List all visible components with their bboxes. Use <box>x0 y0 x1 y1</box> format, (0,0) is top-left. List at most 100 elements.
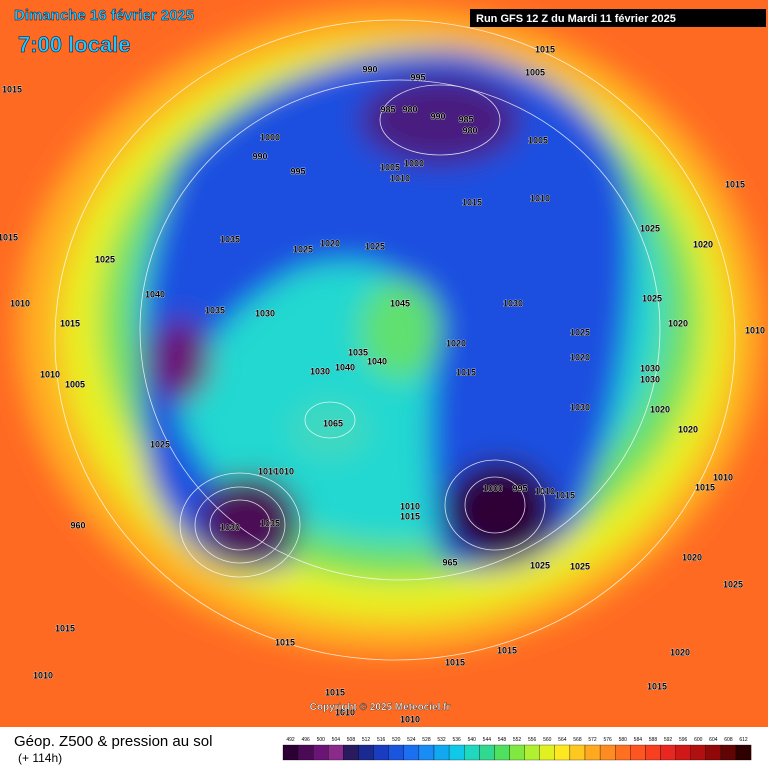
pressure-label: 1020 <box>570 352 590 362</box>
date-label: Dimanche 16 février 2025 <box>14 7 194 24</box>
scale-swatch <box>645 744 661 761</box>
scale-tick-label: 564 <box>558 737 567 743</box>
pressure-label: 1015 <box>60 318 80 328</box>
pressure-label: 1015 <box>2 84 22 94</box>
pressure-label: 980 <box>462 125 477 135</box>
pressure-label: 1030 <box>220 522 240 532</box>
pressure-label: 1010 <box>535 486 555 496</box>
pressure-label: 1025 <box>95 254 115 264</box>
scale-tick-label: 512 <box>362 737 371 743</box>
scale-swatch <box>720 744 737 761</box>
pressure-label: 1030 <box>640 363 660 373</box>
pressure-label: 1025 <box>640 223 660 233</box>
pressure-label: 1030 <box>503 298 523 308</box>
scale-tick-label: 592 <box>664 737 673 743</box>
scale-tick-label: 612 <box>739 737 748 743</box>
scale-tick-label: 520 <box>392 737 401 743</box>
pressure-label: 1025 <box>642 293 662 303</box>
pressure-label: 1025 <box>723 579 743 589</box>
pressure-label: 1015 <box>555 490 575 500</box>
pressure-label: 1045 <box>390 298 410 308</box>
scale-swatch <box>539 744 555 761</box>
run-label: Run GFS 12 Z du Mardi 11 février 2025 <box>476 13 676 25</box>
pressure-label: 1035 <box>205 305 225 315</box>
pressure-label: 1010 <box>390 173 410 183</box>
pressure-label: 1015 <box>695 482 715 492</box>
pressure-label: 1020 <box>682 552 702 562</box>
scale-swatch <box>599 744 616 761</box>
pressure-label: 1015 <box>0 232 18 242</box>
scale-swatch <box>524 744 540 761</box>
scale-swatch <box>448 744 465 761</box>
scale-tick-label: 580 <box>619 737 628 743</box>
pressure-label: 1040 <box>335 362 355 372</box>
scale-tick-label: 492 <box>286 737 295 743</box>
scale-swatch <box>418 744 435 761</box>
scale-tick-label: 600 <box>694 737 703 743</box>
scale-swatch <box>313 744 329 761</box>
scale-tick-label: 604 <box>709 737 718 743</box>
scale-swatch <box>615 744 631 761</box>
scale-swatch <box>464 744 480 761</box>
pressure-label: 1010 <box>33 670 53 680</box>
pressure-label: 965 <box>442 557 457 567</box>
scale-swatch <box>494 744 510 761</box>
pressure-label: 1040 <box>145 289 165 299</box>
run-banner <box>470 9 766 27</box>
scale-swatch <box>509 744 525 761</box>
scale-swatch <box>554 744 571 761</box>
scale-swatch <box>630 744 646 761</box>
pressure-label: 1020 <box>670 647 690 657</box>
copyright: Copyright © 2025 Meteociel.fr <box>310 702 451 713</box>
legend-title: Géop. Z500 & pression au sol <box>14 733 212 750</box>
pressure-label: 1010 <box>10 298 30 308</box>
scale-tick-label: 588 <box>649 737 658 743</box>
scale-tick-label: 560 <box>543 737 552 743</box>
pressure-label: 1015 <box>456 367 476 377</box>
legend-subtitle: (+ 114h) <box>18 751 62 765</box>
isobars <box>54 19 736 661</box>
scale-tick-label: 496 <box>301 737 310 743</box>
scale-tick-label: 516 <box>377 737 386 743</box>
pressure-label: 985 <box>458 114 473 124</box>
pressure-label: 1025 <box>150 439 170 449</box>
scale-swatch <box>328 744 344 761</box>
scale-tick-label: 528 <box>422 737 431 743</box>
scale-tick-label: 576 <box>603 737 612 743</box>
pressure-label: 1010 <box>258 466 278 476</box>
scale-swatch <box>675 744 691 761</box>
scale-tick-label: 536 <box>452 737 461 743</box>
scale-swatch <box>343 744 359 761</box>
scale-tick-label: 552 <box>513 737 522 743</box>
scale-swatch <box>690 744 706 761</box>
scale-swatch <box>373 744 389 761</box>
time-label: 7:00 locale <box>18 32 131 57</box>
pressure-label: 1035 <box>260 518 280 528</box>
scale-swatch <box>479 744 495 761</box>
pressure-label: 1000 <box>483 483 503 493</box>
pressure-label: 1015 <box>462 197 482 207</box>
pressure-label: 960 <box>70 520 85 530</box>
scale-swatch <box>584 744 601 761</box>
scale-tick-label: 508 <box>347 737 356 743</box>
scale-tick-label: 532 <box>437 737 446 743</box>
pressure-label: 1005 <box>380 162 400 172</box>
pressure-label: 1015 <box>725 179 745 189</box>
pressure-label: 980 <box>402 104 417 114</box>
pressure-label: 1015 <box>55 623 75 633</box>
pressure-label: 990 <box>252 151 267 161</box>
scale-swatch <box>403 744 420 761</box>
pressure-label: 1030 <box>310 366 330 376</box>
pressure-label: 1020 <box>446 338 466 348</box>
pressure-label: 1015 <box>275 637 295 647</box>
pressure-label: 995 <box>410 72 425 82</box>
pressure-label: 1020 <box>668 318 688 328</box>
scale-tick-label: 524 <box>407 737 416 743</box>
scale-tick-label: 608 <box>724 737 733 743</box>
pressure-label: 1025 <box>365 241 385 251</box>
scale-swatch <box>282 744 299 761</box>
scale-tick-label: 504 <box>332 737 341 743</box>
pressure-label: 1020 <box>320 238 340 248</box>
scale-tick-label: 548 <box>498 737 507 743</box>
